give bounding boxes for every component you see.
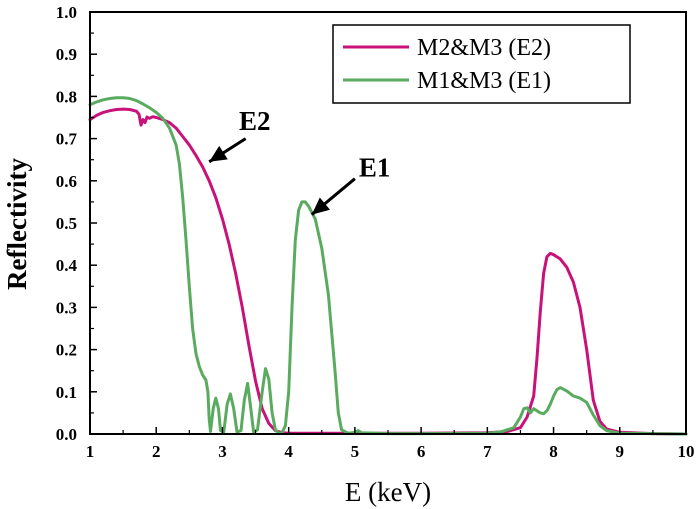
x-tick-label: 10 — [678, 442, 695, 461]
series-line-2 — [88, 96, 688, 436]
y-tick-label: 0.2 — [56, 341, 77, 360]
y-tick-label: 0.8 — [56, 87, 77, 106]
y-tick-label: 0.0 — [56, 425, 77, 444]
legend-box — [332, 24, 631, 104]
x-tick-label: 7 — [483, 442, 492, 461]
legend-label: M1&M3 (E1) — [417, 68, 551, 94]
annotation-label: E1 — [359, 153, 391, 183]
y-axis-title: Reflectivity — [2, 158, 32, 290]
annotation-arrowhead — [209, 145, 228, 162]
y-tick-label: 0.5 — [56, 214, 77, 233]
legend: M2&M3 (E2) M1&M3 (E1) — [332, 24, 631, 104]
x-tick-label: 8 — [549, 442, 558, 461]
x-tick-label: 3 — [218, 442, 227, 461]
y-tick-label: 0.3 — [56, 298, 77, 317]
y-tick-label: 0.4 — [56, 256, 78, 275]
x-tick-label: 9 — [616, 442, 625, 461]
y-tick-label: 0.6 — [56, 172, 77, 191]
axis-layer: 1 2 3 4 5 6 7 8 9 10 0.0 0.1 0.2 0.3 0.4 0.5 0.6 0.7 0.8 0.… — [56, 3, 695, 461]
y-tick-label: 0.9 — [56, 45, 77, 64]
annotation-arrowhead — [311, 197, 330, 215]
x-tick-label: 4 — [284, 442, 293, 461]
annotation-label: E2 — [239, 106, 271, 136]
y-tick-label: 0.1 — [56, 383, 77, 402]
x-tick-label: 5 — [351, 442, 360, 461]
x-axis-title: E (keV) — [345, 477, 431, 507]
y-tick-label: 0.7 — [56, 130, 78, 149]
y-tick-label: 1.0 — [56, 3, 77, 22]
x-tick-label: 1 — [86, 442, 95, 461]
series-layer — [88, 96, 688, 436]
x-tick-label: 6 — [417, 442, 426, 461]
legend-label: M2&M3 (E2) — [417, 35, 551, 61]
x-tick-label: 2 — [152, 442, 161, 461]
series-line-1 — [88, 107, 688, 436]
annotation-layer: E2 E1 — [208, 106, 391, 216]
